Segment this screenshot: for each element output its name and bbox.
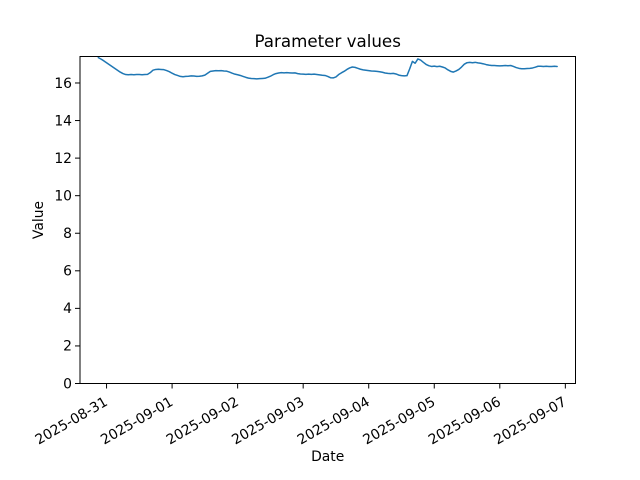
x-tick-label: 2025-09-04	[295, 394, 373, 448]
plot-area-border	[79, 56, 576, 384]
y-tick-label: 14	[54, 113, 72, 129]
x-axis-label: Date	[311, 449, 344, 465]
y-tick-label: 10	[54, 188, 72, 204]
x-tick-label: 2025-08-31	[33, 394, 111, 448]
chart-title: Parameter values	[254, 31, 400, 51]
y-axis: 0 2 4 6 8 10 12 14 16	[54, 76, 80, 392]
y-tick-label: 16	[54, 76, 72, 92]
x-tick-label: 2025-09-03	[229, 394, 307, 448]
x-tick-label: 2025-09-07	[491, 394, 569, 448]
x-tick-label: 2025-09-05	[360, 394, 438, 448]
x-tick-label: 2025-09-06	[426, 394, 504, 448]
y-tick-label: 2	[63, 339, 72, 355]
y-tick-label: 0	[63, 376, 72, 392]
y-axis-label: Value	[31, 201, 47, 239]
x-tick-label: 2025-09-02	[164, 394, 242, 448]
y-tick-label: 4	[63, 301, 72, 317]
series-line	[97, 56, 558, 80]
x-tick-label: 2025-09-01	[98, 394, 176, 448]
y-tick-label: 8	[63, 226, 72, 242]
y-tick-label: 6	[63, 264, 72, 280]
x-axis: 2025-08-312025-09-012025-09-022025-09-03…	[33, 383, 569, 448]
y-tick-label: 12	[54, 151, 72, 167]
